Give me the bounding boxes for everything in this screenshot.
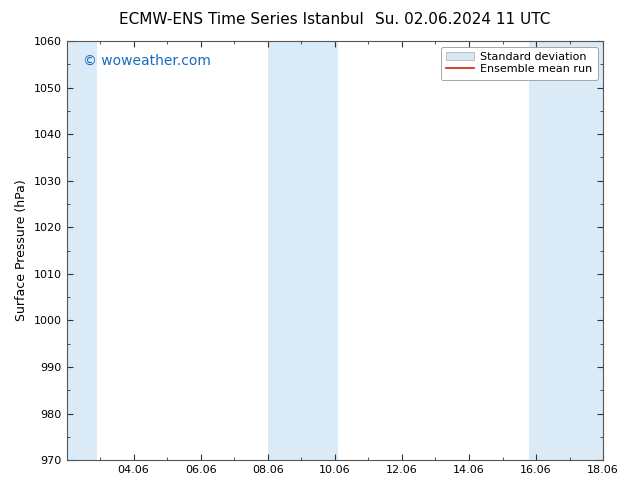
Bar [529, 41, 603, 460]
Text: Su. 02.06.2024 11 UTC: Su. 02.06.2024 11 UTC [375, 12, 550, 27]
Bar [67, 41, 97, 460]
Y-axis label: Surface Pressure (hPa): Surface Pressure (hPa) [15, 180, 28, 321]
Legend: Standard deviation, Ensemble mean run: Standard deviation, Ensemble mean run [441, 47, 598, 80]
Text: ECMW-ENS Time Series Istanbul: ECMW-ENS Time Series Istanbul [119, 12, 363, 27]
Text: © woweather.com: © woweather.com [82, 53, 210, 68]
Bar [268, 41, 338, 460]
